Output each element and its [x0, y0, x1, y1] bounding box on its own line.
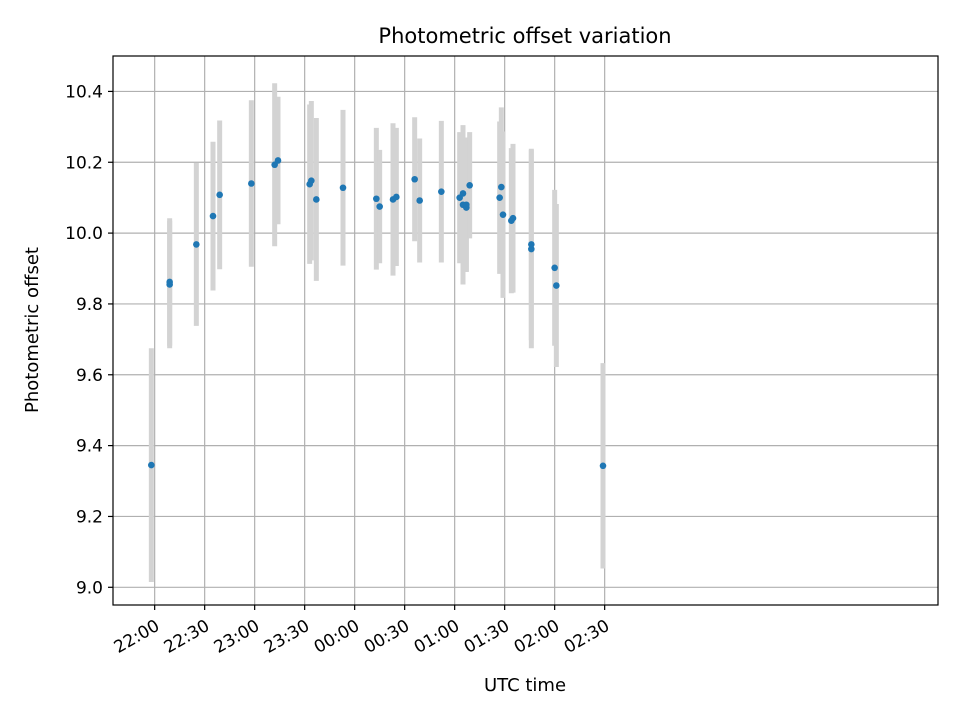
- y-tick-label: 9.8: [76, 295, 103, 315]
- data-point: [498, 183, 505, 191]
- data-point: [193, 241, 200, 248]
- data-point: [551, 264, 558, 272]
- y-tick-label: 9.0: [76, 578, 103, 598]
- y-tick-label: 10.2: [65, 153, 103, 173]
- y-tick-label: 10.4: [65, 82, 103, 102]
- data-point: [438, 188, 445, 195]
- data-point: [248, 180, 255, 187]
- plot-frame: [112, 55, 939, 606]
- data-points: [148, 157, 607, 470]
- data-point: [466, 181, 473, 189]
- data-point: [373, 195, 380, 203]
- x-axis-title: UTC time: [484, 675, 566, 696]
- data-point: [509, 214, 517, 222]
- data-point: [599, 462, 607, 470]
- data-point: [416, 197, 423, 204]
- y-tick-label: 9.6: [76, 366, 103, 386]
- y-axis-ticks: 9.0 9.2 9.4 9.6 9.8 10.0 10.2 10.4: [65, 82, 113, 598]
- data-point: [339, 184, 347, 192]
- y-tick-label: 9.2: [76, 507, 103, 527]
- grid-lines: [113, 56, 938, 605]
- data-point: [499, 211, 507, 218]
- data-point: [376, 203, 383, 210]
- data-point: [209, 212, 217, 220]
- data-point: [313, 196, 320, 203]
- data-point: [166, 278, 173, 286]
- data-point: [274, 157, 282, 164]
- data-point: [411, 175, 418, 183]
- data-point: [463, 201, 470, 209]
- y-axis-title: Photometric offset: [22, 247, 43, 413]
- data-point: [496, 194, 503, 201]
- chart-title: Photometric offset variation: [378, 24, 671, 48]
- data-point: [528, 245, 535, 253]
- y-tick-label: 9.4: [76, 437, 103, 457]
- data-point: [553, 282, 560, 289]
- data-point: [308, 177, 315, 184]
- data-point: [393, 193, 400, 201]
- y-tick-label: 10.0: [65, 224, 103, 244]
- data-point: [459, 190, 467, 197]
- data-point: [216, 191, 223, 199]
- data-point: [148, 461, 155, 469]
- data-point: [528, 241, 535, 248]
